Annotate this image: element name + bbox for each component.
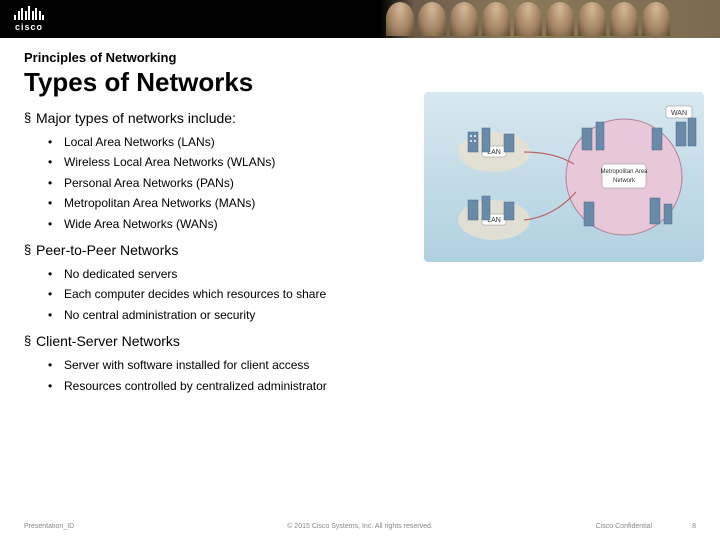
wan-label: WAN xyxy=(671,110,687,117)
list-item: No central administration or security xyxy=(64,305,696,325)
footer-page-number: 8 xyxy=(692,523,696,530)
footer-left: Presentation_ID xyxy=(24,523,74,530)
footer-confidential: Cisco Confidential xyxy=(596,523,652,530)
header-people-strip xyxy=(380,0,720,38)
logo-bars-icon xyxy=(14,6,44,20)
svg-text:Metropolitan Area: Metropolitan Area xyxy=(600,169,648,175)
top-bar: cisco xyxy=(0,0,720,38)
network-diagram: Metropolitan Area Network WAN LAN LAN xyxy=(424,92,704,262)
bullet-list-2: Server with software installed for clien… xyxy=(24,355,696,396)
bullet-list-1: No dedicated servers Each computer decid… xyxy=(24,264,696,325)
brand-text: cisco xyxy=(15,22,43,32)
slide-subtitle: Principles of Networking xyxy=(24,50,696,65)
footer-copyright: © 2015 Cisco Systems, Inc. All rights re… xyxy=(287,523,433,530)
list-item: Resources controlled by centralized admi… xyxy=(64,376,696,396)
list-item: No dedicated servers xyxy=(64,264,696,284)
brand-logo: cisco xyxy=(14,6,44,32)
diagram-svg: Metropolitan Area Network WAN LAN LAN xyxy=(424,92,704,262)
list-item: Each computer decides which resources to… xyxy=(64,284,696,304)
list-item: Server with software installed for clien… xyxy=(64,355,696,375)
section-head-2: Client-Server Networks xyxy=(24,333,696,349)
svg-text:Network: Network xyxy=(613,178,636,184)
slide-footer: Presentation_ID © 2015 Cisco Systems, In… xyxy=(0,523,720,530)
